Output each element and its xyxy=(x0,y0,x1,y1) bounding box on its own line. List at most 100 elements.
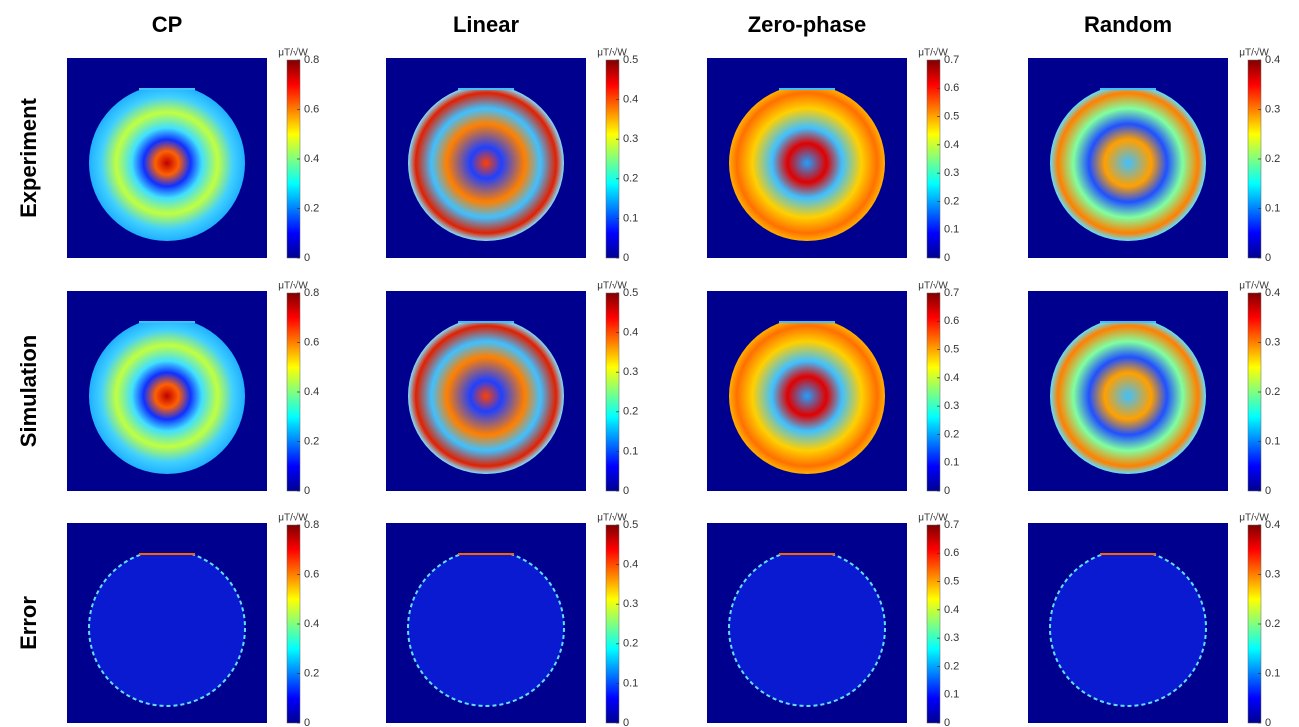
colorbar-tick-label: 0.2 xyxy=(1265,153,1280,165)
colorbar-tick-label: 0.1 xyxy=(623,212,638,224)
colorbar-tick-label: 0.5 xyxy=(623,54,638,66)
colorbar-tick-label: 0.4 xyxy=(623,327,638,339)
colorbar-unit: μT/√W xyxy=(918,47,948,59)
field-map xyxy=(1050,321,1206,474)
colorbar-tick-label: 0.4 xyxy=(304,386,319,398)
colorbar-tick-label: 0.1 xyxy=(1265,202,1280,214)
colorbar-unit: μT/√W xyxy=(1239,47,1269,59)
colorbar xyxy=(926,524,941,724)
colorbar-tick-label: 0.4 xyxy=(304,618,319,630)
colorbar-unit: μT/√W xyxy=(918,280,948,292)
colorbar-tick-label: 0.6 xyxy=(304,336,319,348)
field-map xyxy=(1050,88,1206,241)
colorbar-tick-label: 0.7 xyxy=(944,54,959,66)
colorbar-unit: μT/√W xyxy=(1239,512,1269,524)
colorbar-tick-label: 0.4 xyxy=(623,94,638,106)
colorbar-tick-label: 0.2 xyxy=(1265,386,1280,398)
colorbar-unit: μT/√W xyxy=(597,47,627,59)
colorbar-tick-label: 0.4 xyxy=(1265,287,1280,299)
field-map xyxy=(408,321,564,474)
error-map xyxy=(88,553,246,707)
colorbar-tick-label: 0 xyxy=(304,717,310,727)
colorbar-tick-label: 0.1 xyxy=(1265,667,1280,679)
colorbar-unit: μT/√W xyxy=(278,47,308,59)
colorbar-unit: μT/√W xyxy=(597,280,627,292)
colorbar-tick-label: 0.2 xyxy=(944,428,959,440)
colorbar-tick-label: 0.3 xyxy=(944,632,959,644)
colorbar-tick-label: 0.6 xyxy=(304,103,319,115)
colorbar-tick-label: 0.6 xyxy=(944,547,959,559)
colorbar-tick-label: 0.2 xyxy=(304,435,319,447)
colorbar-tick-label: 0.8 xyxy=(304,54,319,66)
colorbar xyxy=(605,292,620,492)
colorbar xyxy=(926,59,941,259)
field-map xyxy=(729,321,885,474)
colorbar-tick-label: 0.5 xyxy=(623,287,638,299)
colorbar-tick-label: 0.2 xyxy=(623,173,638,185)
error-map xyxy=(407,553,565,707)
colorbar-tick-label: 0.7 xyxy=(944,287,959,299)
colorbar-tick-label: 0.5 xyxy=(944,575,959,587)
colorbar-tick-label: 0.3 xyxy=(1265,103,1280,115)
colorbar-tick-label: 0.1 xyxy=(944,689,959,701)
column-title: CP xyxy=(152,12,183,37)
colorbar-tick-label: 0.4 xyxy=(1265,54,1280,66)
colorbar-unit: μT/√W xyxy=(1239,280,1269,292)
colorbar-tick-label: 0.3 xyxy=(623,598,638,610)
colorbar-tick-label: 0.4 xyxy=(944,372,959,384)
colorbar-unit: μT/√W xyxy=(918,512,948,524)
colorbar-tick-label: 0.2 xyxy=(944,195,959,207)
colorbar-tick-label: 0 xyxy=(1265,485,1271,497)
colorbar-tick-label: 0 xyxy=(304,252,310,264)
colorbar-tick-label: 0 xyxy=(304,485,310,497)
colorbar-tick-label: 0.2 xyxy=(944,660,959,672)
colorbar-tick-label: 0.1 xyxy=(623,445,638,457)
colorbar-tick-label: 0.6 xyxy=(944,82,959,94)
colorbar-tick-label: 0 xyxy=(1265,252,1271,264)
colorbar-unit: μT/√W xyxy=(597,512,627,524)
colorbar-tick-label: 0.7 xyxy=(944,519,959,531)
colorbar-tick-label: 0.2 xyxy=(304,202,319,214)
colorbar-tick-label: 0.1 xyxy=(944,224,959,236)
colorbar-tick-label: 0.1 xyxy=(623,677,638,689)
row-label: Error xyxy=(16,596,41,650)
colorbar-tick-label: 0.3 xyxy=(1265,568,1280,580)
colorbar-tick-label: 0.3 xyxy=(623,133,638,145)
colorbar-tick-label: 0.1 xyxy=(944,457,959,469)
colorbar-tick-label: 0.8 xyxy=(304,519,319,531)
colorbar-tick-label: 0.3 xyxy=(944,400,959,412)
colorbar-tick-label: 0.6 xyxy=(944,315,959,327)
colorbar-tick-label: 0.3 xyxy=(623,366,638,378)
colorbar-tick-label: 0 xyxy=(623,252,629,264)
colorbar-tick-label: 0.4 xyxy=(944,139,959,151)
colorbar-tick-label: 0.4 xyxy=(623,559,638,571)
colorbar xyxy=(605,59,620,259)
error-map xyxy=(728,553,886,707)
error-map xyxy=(1049,553,1207,707)
column-title: Random xyxy=(1084,12,1172,37)
colorbar-tick-label: 0 xyxy=(944,717,950,727)
field-map xyxy=(89,88,245,241)
colorbar-tick-label: 0.2 xyxy=(304,667,319,679)
colorbar xyxy=(926,292,941,492)
row-label: Experiment xyxy=(16,97,41,217)
colorbar-tick-label: 0.5 xyxy=(944,343,959,355)
colorbar-tick-label: 0.4 xyxy=(1265,519,1280,531)
colorbar-tick-label: 0 xyxy=(1265,717,1271,727)
colorbar-tick-label: 0.5 xyxy=(944,110,959,122)
colorbar-unit: μT/√W xyxy=(278,512,308,524)
colorbar-tick-label: 0.8 xyxy=(304,287,319,299)
colorbar-tick-label: 0.3 xyxy=(1265,336,1280,348)
colorbar-tick-label: 0.6 xyxy=(304,568,319,580)
colorbar-tick-label: 0.4 xyxy=(944,604,959,616)
row-label: Simulation xyxy=(16,335,41,447)
column-title: Zero-phase xyxy=(748,12,867,37)
column-title: Linear xyxy=(453,12,519,37)
colorbar-unit: μT/√W xyxy=(278,280,308,292)
field-map xyxy=(729,88,885,241)
colorbar-tick-label: 0.2 xyxy=(1265,618,1280,630)
colorbar xyxy=(605,524,620,724)
colorbar-tick-label: 0 xyxy=(944,485,950,497)
colorbar-tick-label: 0 xyxy=(623,485,629,497)
